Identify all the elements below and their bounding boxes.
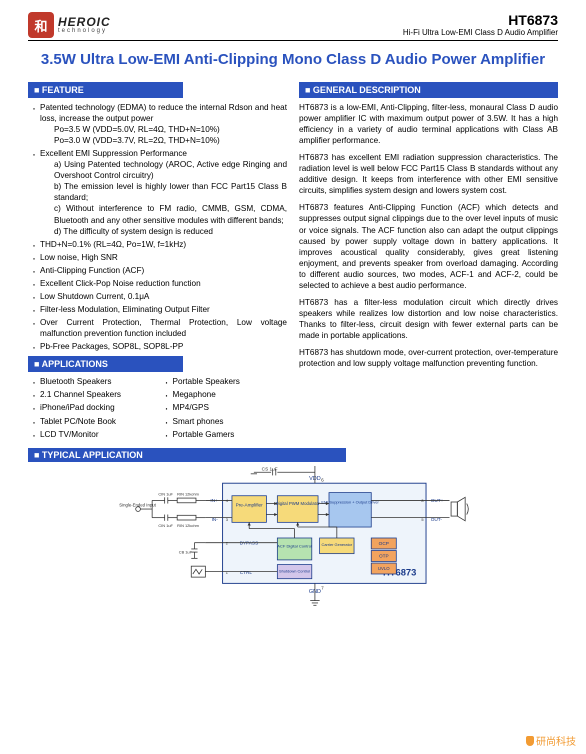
svg-text:OTP: OTP bbox=[379, 553, 389, 558]
feature-item: Low noise, High SNR bbox=[32, 252, 287, 263]
left-column: ■ FEATURE Patented technology (EDMA) to … bbox=[28, 78, 287, 442]
app-item: 2.1 Channel Speakers bbox=[32, 389, 155, 400]
app-item: LCD TV/Monitor bbox=[32, 429, 155, 440]
part-subtitle: Hi-Fi Ultra Low-EMI Class D Audio Amplif… bbox=[403, 28, 558, 37]
svg-text:7: 7 bbox=[321, 585, 324, 590]
part-number: HT6873 bbox=[403, 12, 558, 28]
svg-text:CIN 1uF: CIN 1uF bbox=[158, 523, 173, 528]
feature-item: Over Current Protection, Thermal Protect… bbox=[32, 317, 287, 339]
feature-item: Filter-less Modulation, Eliminating Outp… bbox=[32, 304, 287, 315]
general-para: HT6873 features Anti-Clipping Function (… bbox=[299, 202, 558, 291]
svg-text:Shutdown Control: Shutdown Control bbox=[279, 568, 310, 573]
svg-text:CIN 1uF: CIN 1uF bbox=[158, 491, 173, 496]
feature-item: THD+N=0.1% (RL=4Ω, Po=1W, f=1kHz) bbox=[32, 239, 287, 250]
feature-item: Excellent Click-Pop Noise reduction func… bbox=[32, 278, 287, 289]
general-para: HT6873 is a low-EMI, Anti-Clipping, filt… bbox=[299, 102, 558, 146]
svg-text:Pre-Amplifier: Pre-Amplifier bbox=[236, 502, 264, 507]
general-para: HT6873 has a filter-less modulation circ… bbox=[299, 297, 558, 341]
general-para: HT6873 has excellent EMI radiation suppr… bbox=[299, 152, 558, 196]
typical-diagram: HT6873 VDD 6 GND 7 CS 1uF bbox=[28, 466, 558, 607]
app-item: Tablet PC/Note Book bbox=[32, 416, 155, 427]
logo-text-1: HEROIC bbox=[58, 16, 111, 28]
watermark: 研尚科技 bbox=[526, 733, 576, 748]
logo-text-2: technology bbox=[58, 28, 111, 34]
logo: 和 HEROIC technology bbox=[28, 12, 111, 38]
applications-heading: ■ APPLICATIONS bbox=[28, 356, 183, 372]
feature-item: Excellent EMI Suppression Performance a)… bbox=[32, 148, 287, 237]
app-item: Bluetooth Speakers bbox=[32, 376, 155, 387]
applications-grid: Bluetooth Speakers 2.1 Channel Speakers … bbox=[28, 376, 287, 441]
feature-list: Patented technology (EDMA) to reduce the… bbox=[28, 102, 287, 352]
feature-item: Anti-Clipping Function (ACF) bbox=[32, 265, 287, 276]
feature-item: Patented technology (EDMA) to reduce the… bbox=[32, 102, 287, 146]
svg-text:6: 6 bbox=[321, 477, 324, 482]
svg-text:CB 1uF: CB 1uF bbox=[179, 549, 193, 554]
page-title: 3.5W Ultra Low-EMI Anti-Clipping Mono Cl… bbox=[28, 51, 558, 70]
page-header: 和 HEROIC technology HT6873 Hi-Fi Ultra L… bbox=[28, 12, 558, 41]
svg-text:CTRL: CTRL bbox=[240, 570, 253, 575]
svg-text:RIN 12kohm: RIN 12kohm bbox=[177, 491, 199, 496]
svg-text:UVLO: UVLO bbox=[378, 566, 390, 571]
svg-text:RIN 12kohm: RIN 12kohm bbox=[177, 523, 199, 528]
svg-text:1: 1 bbox=[226, 570, 228, 575]
app-item: Portable Speakers bbox=[165, 376, 288, 387]
watermark-icon bbox=[526, 736, 534, 746]
right-column: ■ GENERAL DESCRIPTION HT6873 is a low-EM… bbox=[299, 78, 558, 442]
app-item: iPhone/iPad docking bbox=[32, 402, 155, 413]
general-para: HT6873 has shutdown mode, over-current p… bbox=[299, 347, 558, 369]
logo-seal-icon: 和 bbox=[28, 12, 54, 38]
app-item: MP4/GPS bbox=[165, 402, 288, 413]
app-item: Portable Gamers bbox=[165, 429, 288, 440]
feature-item: Low Shutdown Current, 0.1μA bbox=[32, 291, 287, 302]
svg-text:CS 1uF: CS 1uF bbox=[262, 466, 278, 471]
svg-text:OCP: OCP bbox=[379, 541, 389, 546]
svg-text:Carrier Generator: Carrier Generator bbox=[322, 541, 353, 546]
svg-text:ACF Digital Control: ACF Digital Control bbox=[277, 543, 312, 548]
feature-heading: ■ FEATURE bbox=[28, 82, 183, 98]
feature-item: Pb-Free Packages, SOP8L, SOP8L-PP bbox=[32, 341, 287, 352]
svg-text:EMI Suppression + Output Drive: EMI Suppression + Output Driver bbox=[321, 499, 379, 504]
typical-heading: ■ TYPICAL APPLICATION bbox=[28, 448, 346, 462]
app-item: Smart phones bbox=[165, 416, 288, 427]
part-info: HT6873 Hi-Fi Ultra Low-EMI Class D Audio… bbox=[403, 12, 558, 37]
app-item: Megaphone bbox=[165, 389, 288, 400]
general-heading: ■ GENERAL DESCRIPTION bbox=[299, 82, 558, 98]
svg-text:Digital PWM Modulator: Digital PWM Modulator bbox=[276, 501, 321, 506]
